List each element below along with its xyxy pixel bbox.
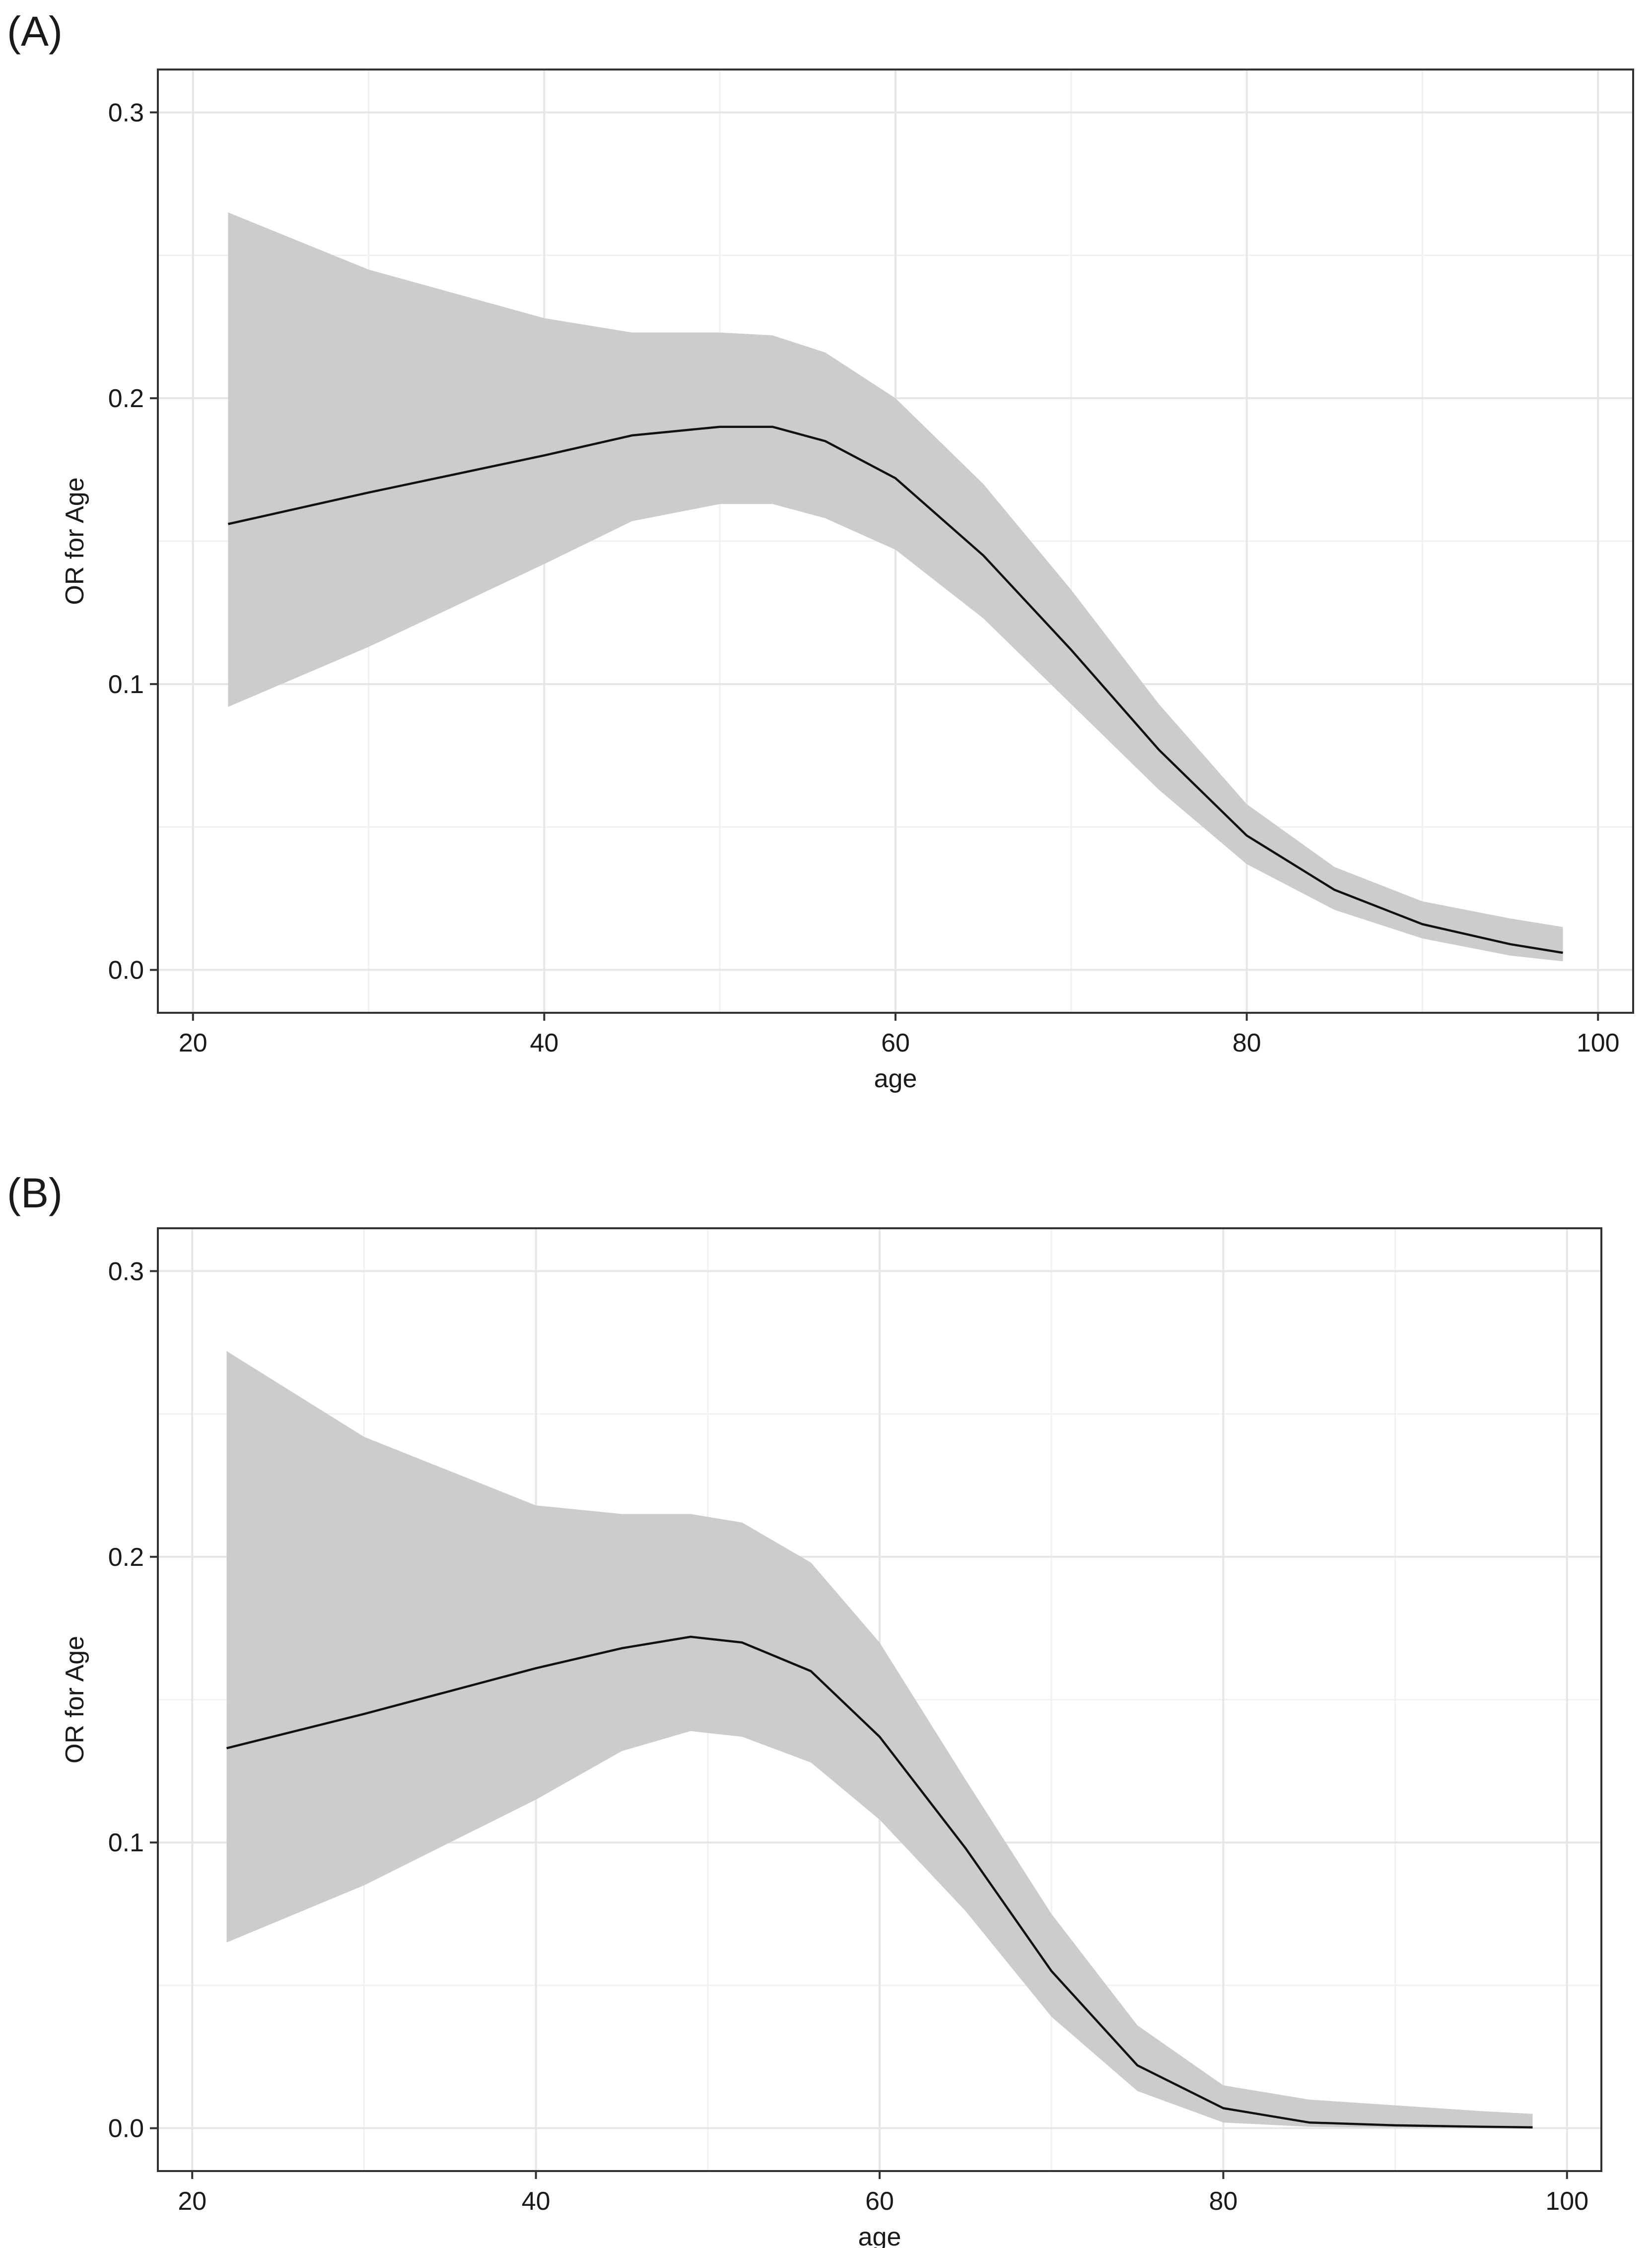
x-tick-label: 100 — [1545, 2187, 1588, 2216]
y-tick-label: 0.3 — [108, 1257, 144, 1286]
y-tick-label: 0.2 — [108, 384, 144, 413]
x-tick-label: 80 — [1233, 1029, 1261, 1057]
y-axis-title: OR for Age — [61, 477, 89, 605]
x-tick-label: 60 — [881, 1029, 910, 1057]
confidence-band — [228, 212, 1563, 962]
panel-label: (B) — [7, 1170, 63, 1216]
fitted-line — [228, 425, 1563, 954]
panel-label: (A) — [7, 8, 63, 55]
x-tick-label: 20 — [179, 1029, 207, 1057]
y-tick-label: 0.1 — [108, 1828, 144, 1857]
y-tick-label: 0.1 — [108, 670, 144, 699]
fitted-line — [226, 1635, 1533, 2129]
y-tick-label: 0.2 — [108, 1543, 144, 1572]
chart-panel-1: (B) 20 40 60 80 100 0.0 0.1 0.2 0.3 age OR for Age — [7, 1170, 1602, 2248]
x-tick-label: 60 — [865, 2187, 894, 2216]
y-axis-title: OR for Age — [61, 1636, 89, 1763]
x-tick-label: 40 — [522, 2187, 551, 2216]
confidence-band — [226, 1351, 1533, 2128]
x-axis-title: age — [874, 1064, 917, 1093]
y-tick-label: 0.0 — [108, 956, 144, 985]
x-axis-title: age — [858, 2223, 901, 2248]
x-tick-label: 40 — [530, 1029, 558, 1057]
x-tick-label: 20 — [178, 2187, 206, 2216]
x-tick-label: 80 — [1209, 2187, 1238, 2216]
y-tick-label: 0.3 — [108, 98, 144, 127]
y-tick-label: 0.0 — [108, 2114, 144, 2143]
chart-panel-0: (A) 20 40 60 80 100 0.0 0.1 0.2 0.3 age OR for Age — [7, 8, 1634, 1093]
x-tick-label: 100 — [1577, 1029, 1620, 1057]
